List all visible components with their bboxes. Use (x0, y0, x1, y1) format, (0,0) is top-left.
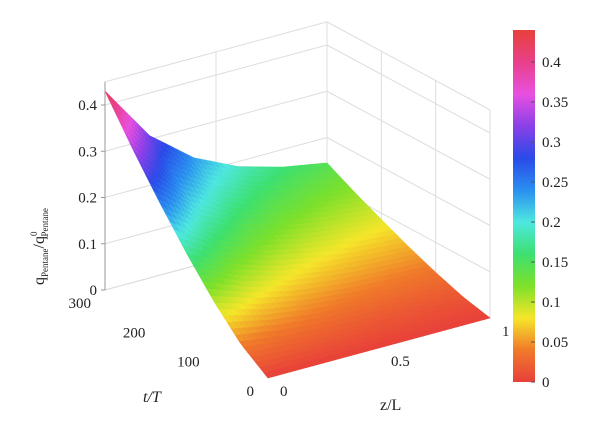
grid-line (326, 137, 491, 226)
z-tick-label: 0.2 (78, 191, 97, 207)
z-tick-label: 0.1 (78, 237, 97, 253)
x-axis-label: z/L (380, 397, 401, 414)
y-tick-label: 300 (69, 296, 92, 312)
surface-patch (104, 90, 115, 106)
box-edge (326, 21, 491, 111)
x-tick-label: 0 (280, 384, 288, 400)
x-tick-label: 1 (502, 324, 510, 340)
z-tick-label: 0.4 (78, 98, 97, 114)
colorbar-tick-label: 0.4 (542, 55, 561, 71)
svg-text:qPentane/q0Pentane: qPentane/q0Pentane (29, 208, 50, 285)
colorbar-tick-label: 0.1 (542, 295, 561, 311)
surface-patch (263, 371, 275, 379)
x-tick-label: 0.5 (391, 354, 410, 370)
surface (104, 90, 491, 379)
colorbar-tick-label: 0.15 (542, 255, 568, 271)
colorbar-tick-label: 0.35 (542, 95, 568, 111)
y-tick-label: 100 (177, 355, 200, 371)
colorbar-tick-label: 0.3 (542, 135, 561, 151)
colorbar-tick-label: 0.2 (542, 215, 561, 231)
colorbar-tick-label: 0 (542, 375, 550, 391)
colorbar-tick-label: 0.25 (542, 175, 568, 191)
y-tick-label: 200 (123, 325, 146, 341)
grid-line (326, 90, 491, 180)
z-axis-label: qPentane/q0Pentane (29, 208, 50, 285)
y-axis-label: t/T (143, 389, 162, 406)
colorbar-tick-label: 0.05 (542, 335, 568, 351)
grid-line (326, 44, 491, 134)
z-tick-label: 0 (90, 283, 98, 299)
box-edge (104, 21, 328, 83)
z-tick-label: 0.3 (78, 144, 97, 160)
colorbar (513, 30, 535, 382)
colorbar-ticks: 0 0.05 0.1 0.15 0.2 0.25 0.3 0.35 0.4 (531, 55, 568, 391)
y-tick-label: 0 (247, 384, 255, 400)
